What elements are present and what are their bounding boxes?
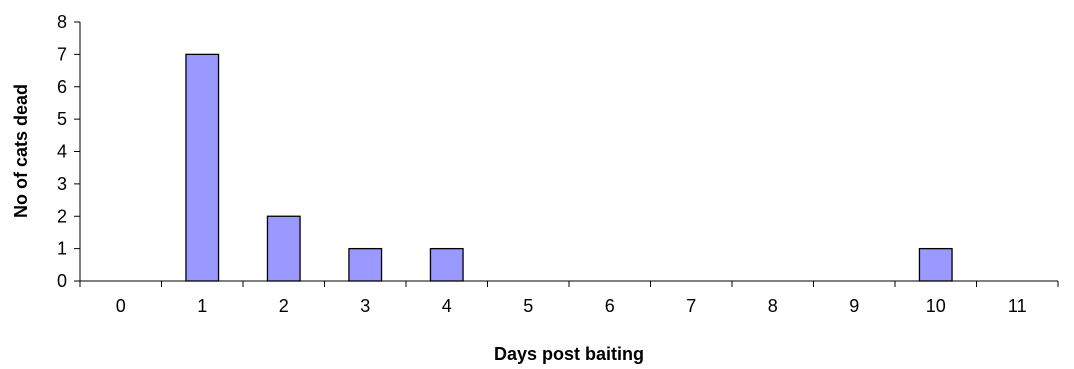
- x-tick-label: 7: [686, 296, 696, 316]
- bar-day-10: [918, 247, 953, 282]
- bar-day-2: [266, 215, 301, 282]
- y-tick-label: 2: [57, 206, 67, 226]
- y-tick-label: 1: [57, 239, 67, 259]
- x-tick-label: 4: [442, 296, 452, 316]
- x-tick-label: 10: [926, 296, 946, 316]
- plot-area: [185, 53, 953, 282]
- y-axis-title: No of cats dead: [11, 84, 31, 218]
- x-tick-label: 0: [116, 296, 126, 316]
- x-tick-label: 11: [1008, 296, 1027, 316]
- y-tick-label: 8: [57, 12, 67, 32]
- bar-day-4: [429, 247, 464, 282]
- bar-day-3: [348, 247, 383, 282]
- y-tick-label: 7: [57, 44, 67, 64]
- x-axis-ticks: 0 1 2 3 4 5 6 7 8 9 10 11: [79, 281, 1059, 316]
- x-tick-label: 3: [360, 296, 370, 316]
- y-tick-label: 3: [57, 174, 67, 194]
- y-axis-ticks: 0 1 2 3 4 5 6 7 8: [57, 12, 80, 291]
- x-tick-label: 1: [197, 296, 207, 316]
- x-tick-label: 2: [279, 296, 289, 316]
- x-tick-label: 8: [768, 296, 778, 316]
- y-tick-label: 6: [57, 77, 67, 97]
- y-tick-label: 0: [57, 271, 67, 291]
- y-tick-label: 4: [57, 142, 67, 162]
- x-tick-label: 6: [605, 296, 615, 316]
- x-axis-title: Days post baiting: [494, 344, 644, 364]
- x-tick-label: 5: [523, 296, 533, 316]
- bar-day-1: [185, 53, 220, 282]
- x-tick-label: 9: [849, 296, 859, 316]
- y-tick-label: 5: [57, 109, 67, 129]
